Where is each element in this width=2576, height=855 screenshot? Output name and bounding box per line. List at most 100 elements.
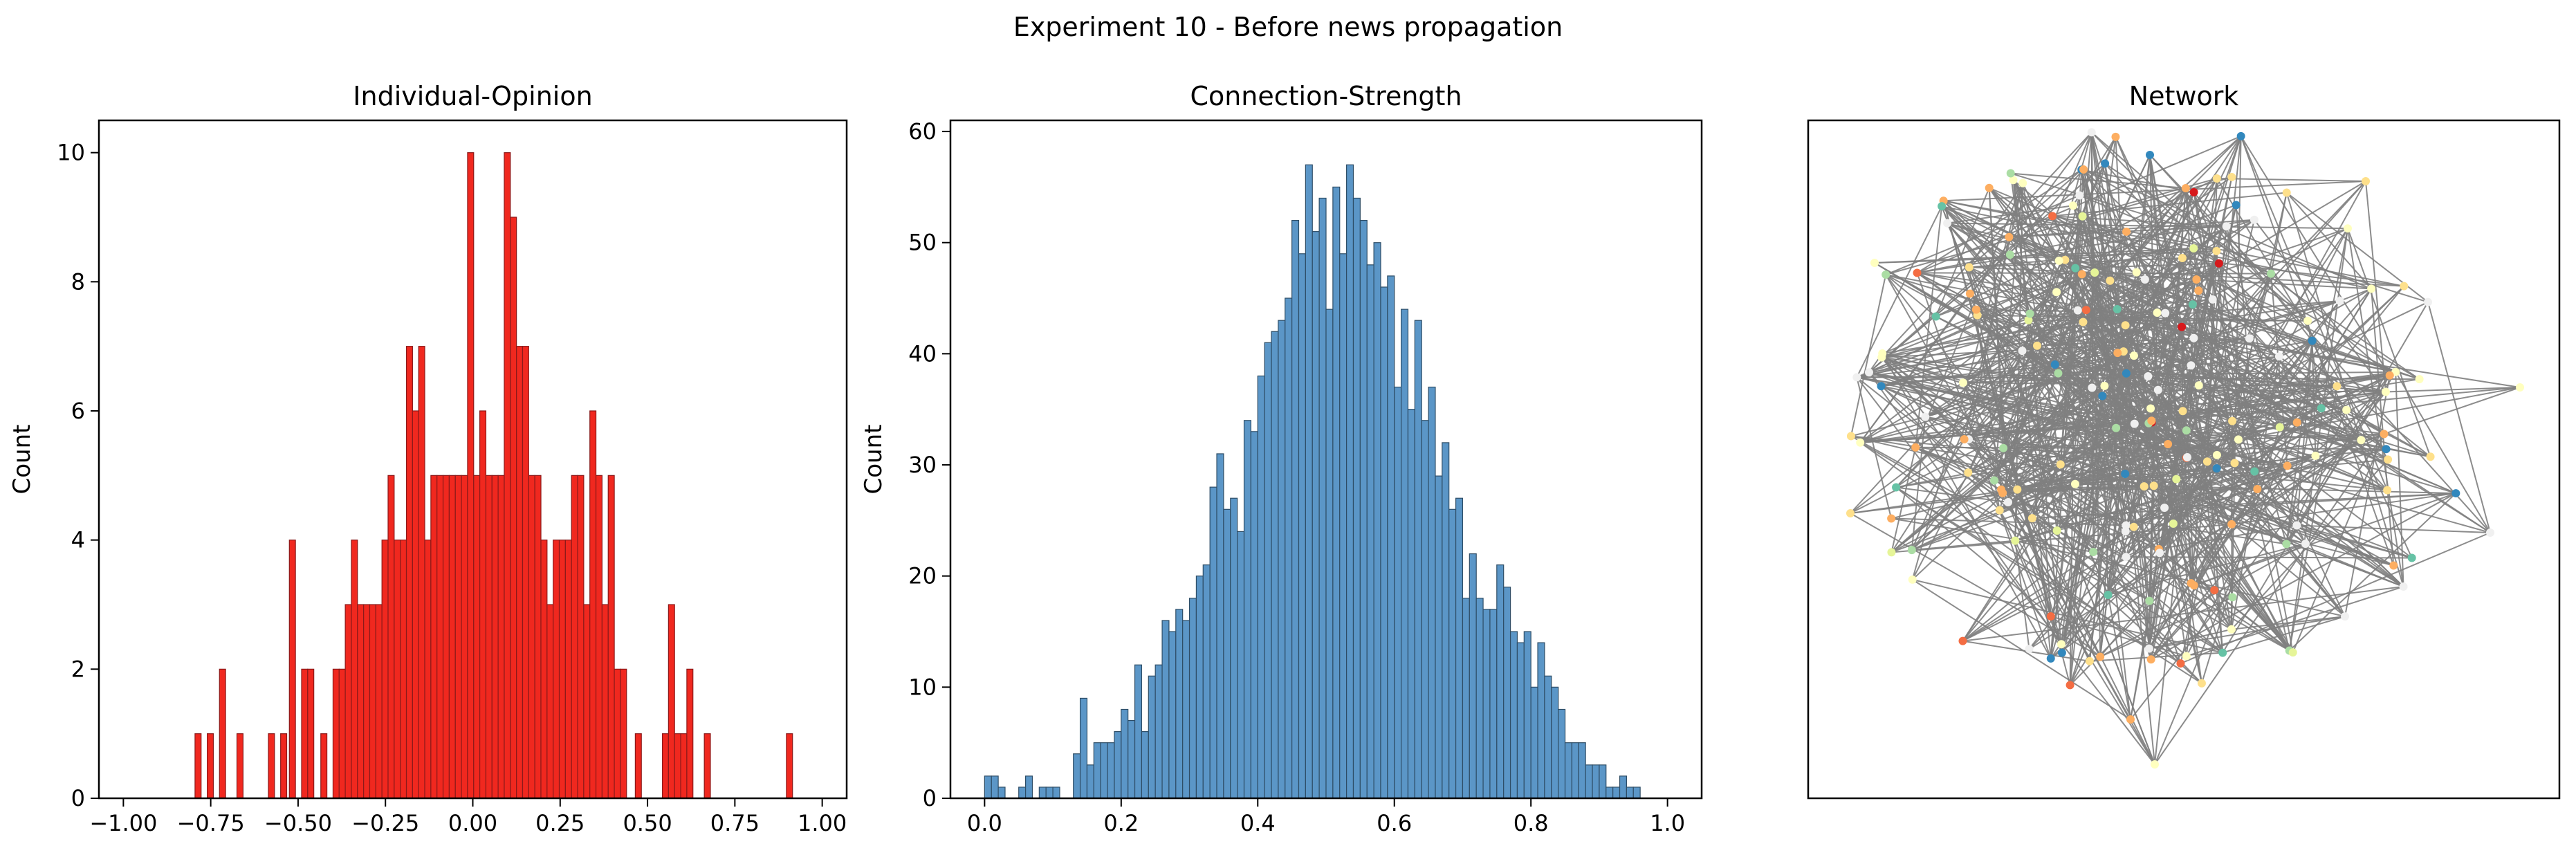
histogram-bar (1585, 764, 1593, 799)
network-node (2189, 333, 2198, 342)
network-edge (1850, 416, 1926, 437)
axes-frame (949, 119, 1703, 800)
network-node (2161, 309, 2170, 318)
network-edge (2238, 228, 2348, 440)
histogram-bar (1599, 764, 1607, 799)
network-node (1971, 305, 1980, 314)
network-node (2146, 404, 2155, 413)
network-node (2111, 132, 2120, 141)
network-edge (2231, 493, 2456, 525)
histogram-bar (1407, 409, 1415, 799)
histogram-bar (1442, 442, 1450, 799)
network-node (2129, 351, 2138, 360)
network-node (2367, 284, 2376, 293)
y-tick-label: 10 (57, 140, 85, 166)
histogram-bar (668, 604, 675, 799)
network-node (2075, 191, 2084, 200)
network-node (2147, 416, 2156, 425)
histogram-bar (703, 733, 711, 799)
histogram-bar (467, 152, 475, 799)
network-edge (2115, 378, 2420, 429)
network-node (2113, 349, 2122, 358)
y-tick-label: 8 (71, 268, 85, 295)
network-edge (2182, 226, 2227, 259)
network-node (1892, 483, 1901, 492)
network-edge (2365, 181, 2386, 392)
histogram-bar (997, 787, 1006, 799)
network-edge (2081, 169, 2127, 374)
network-node (2426, 452, 2435, 461)
network-node (1995, 506, 2004, 515)
network-node (2052, 526, 2061, 535)
histogram-bar (1626, 787, 1634, 799)
network-node (1965, 263, 1974, 272)
network-node (2090, 268, 2099, 277)
histogram-bar (589, 410, 597, 799)
network-edge (1857, 279, 2197, 378)
histogram-bar (1619, 775, 1628, 799)
network-node (2236, 131, 2245, 140)
histogram-bar (1175, 609, 1184, 799)
network-edge (2193, 300, 2340, 339)
network-edge (1943, 200, 2372, 290)
histogram-bar (1202, 564, 1211, 799)
network-edge (1962, 457, 2188, 642)
histogram-bar (1237, 531, 1245, 799)
network-node (2160, 503, 2169, 512)
histogram-bar (344, 604, 352, 799)
network-edge (2091, 387, 2131, 720)
histogram-bar (1209, 486, 1217, 799)
network-node (2048, 212, 2057, 221)
network-edge (2231, 391, 2386, 525)
histogram-bar (1516, 642, 1525, 799)
histogram-bar (1482, 609, 1491, 799)
network-node (2112, 423, 2121, 432)
network-edge (2193, 192, 2236, 463)
y-tick-label: 10 (908, 674, 937, 700)
bars (194, 152, 793, 799)
network-node (1921, 412, 1930, 421)
network-node (2087, 128, 2096, 137)
network-edges (1850, 131, 2521, 765)
y-axis-label: Count (8, 425, 36, 495)
x-tick-label: 0.75 (710, 810, 760, 836)
network-edge (1915, 446, 2386, 450)
histogram-bar (1257, 375, 1265, 799)
histogram-bar (583, 604, 591, 799)
histogram-bar (236, 733, 243, 799)
network-node (1964, 468, 1973, 477)
network-node (2234, 435, 2243, 444)
histogram-individual-opinion: Individual-Opinion Count −1.00 −0.75 −0.50 −0… (8, 81, 848, 836)
network-node (2054, 369, 2063, 378)
histogram-bar (1359, 219, 1368, 799)
network-edge (2158, 548, 2294, 653)
network-node (2197, 679, 2206, 688)
network-edge (2285, 192, 2404, 587)
network-node (2382, 445, 2391, 454)
network-node (1938, 202, 1947, 211)
network-edge (2124, 473, 2394, 567)
histogram-bar (661, 733, 669, 799)
network-node (2253, 485, 2262, 494)
histogram-bar (1107, 742, 1115, 799)
network-node (2486, 528, 2494, 537)
network-edge (2054, 364, 2232, 630)
network-edge (2193, 248, 2362, 441)
histogram-bar (1128, 719, 1136, 799)
histogram-bar (1606, 787, 1614, 799)
network-node (2218, 648, 2227, 657)
histogram-bar (418, 346, 425, 799)
histogram-bar (1435, 475, 1443, 799)
network-node (2018, 178, 2027, 187)
network-node (2121, 321, 2130, 330)
network-node (2210, 586, 2219, 595)
network-edge (2385, 387, 2521, 393)
network-edge (2014, 540, 2062, 645)
network-edge (2371, 288, 2395, 566)
network-panel: Network (1807, 81, 2561, 800)
network-node (2155, 549, 2164, 558)
histogram-bar (1018, 787, 1027, 799)
network-edge (2050, 169, 2085, 659)
network-edge (1856, 205, 1943, 378)
network-node (2188, 300, 2197, 309)
